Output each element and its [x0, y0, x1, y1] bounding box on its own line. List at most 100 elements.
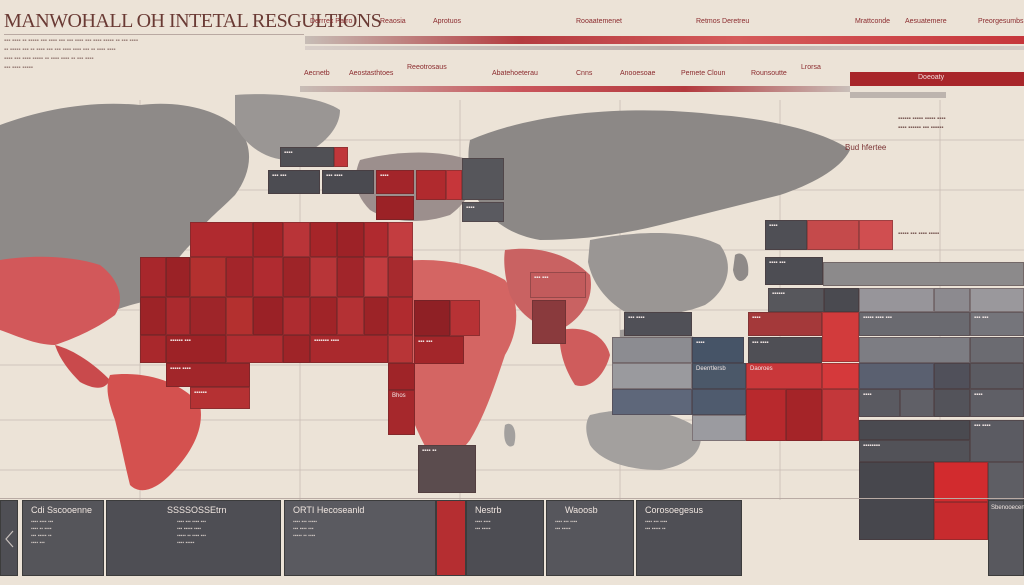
grid-cell: [532, 300, 566, 344]
grid-cell: [140, 335, 166, 363]
grid-cell: ▪▪▪ ▪▪▪: [970, 312, 1024, 336]
grid-cell: [388, 297, 413, 335]
grid-cell: [462, 158, 504, 200]
grid-cell: [970, 337, 1024, 363]
grid-cell: [226, 335, 283, 363]
grid-cell: [190, 257, 226, 297]
grid-cell: [337, 297, 364, 335]
grid-cell: [226, 297, 253, 335]
grid-cell-label: ▪▪▪▪▪▪ ▪▪▪: [170, 338, 191, 344]
grid-cell-label: ▪▪▪▪: [752, 315, 761, 321]
grid-cell-label: ▪▪▪▪: [974, 392, 983, 398]
grid-cell-label: ▪▪▪▪▪ ▪▪▪▪: [170, 366, 191, 372]
intro-text: ▪▪▪ ▪▪▪▪ ▪▪ ▪▪▪▪▪ ▪▪▪ ▪▪▪▪ ▪▪▪ ▪▪▪ ▪▪▪▪ …: [4, 34, 304, 73]
grid-cell: [253, 222, 283, 257]
grid-cell: [934, 502, 988, 540]
bottom-panel-5: Waoosb ▪▪▪▪ ▪▪▪ ▪▪▪▪ ▪▪▪ ▪▪▪▪▪: [546, 500, 634, 576]
grid-cell: [934, 288, 970, 312]
grid-cell-label: ▪▪▪▪▪ ▪▪▪▪ ▪▪▪: [863, 315, 892, 321]
mid-label-8: Rounsoutte: [751, 70, 787, 77]
header-band-right: [850, 72, 1024, 86]
grid-cell: [934, 389, 970, 417]
grid-cell: [364, 297, 388, 335]
header-band-top: [305, 36, 1024, 44]
header-band-right-sub: [850, 92, 946, 98]
grid-cell: [283, 222, 310, 257]
bottom-panel-accent: [436, 500, 466, 576]
panel-text: ▪▪▪▪ ▪▪▪ ▪▪▪▪ ▪▪▪ ▪▪▪▪▪: [555, 519, 578, 532]
grid-cell: [988, 462, 1024, 502]
grid-cell: [283, 335, 310, 363]
panel-title: ORTI Hecoseanld: [293, 505, 365, 515]
grid-cell: ▪▪▪ ▪▪▪: [268, 170, 320, 194]
grid-cell: Deerrtlersb: [692, 363, 746, 389]
grid-cell: [807, 220, 859, 250]
grid-cell: [414, 300, 450, 336]
grid-cell: [253, 297, 283, 335]
grid-cell: [140, 257, 166, 297]
grid-cell: [388, 222, 413, 257]
grid-cell-label: ▪▪▪▪: [769, 223, 778, 229]
grid-cell: ▪▪▪▪: [765, 220, 807, 250]
grid-cell: [934, 363, 970, 389]
grid-cell: [823, 262, 1024, 286]
grid-cell: [166, 257, 190, 297]
right-header: Bud hfertee: [845, 143, 887, 152]
grid-cell: ▪▪▪▪: [280, 147, 334, 167]
grid-cell: ▪▪▪ ▪▪▪▪: [322, 170, 374, 194]
grid-cell: ▪▪▪▪ ▪▪▪: [765, 257, 823, 285]
grid-cell-label: Bhos: [392, 393, 406, 399]
grid-cell-label: ▪▪▪▪▪▪: [772, 291, 785, 297]
grid-cell: ▪▪▪ ▪▪▪: [414, 336, 464, 364]
grid-cell-label: ▪▪▪▪▪▪▪ ▪▪▪▪: [314, 338, 340, 344]
grid-cell: [388, 335, 413, 363]
panel-title: SSSSOSSEtrn: [167, 505, 227, 515]
grid-cell: [388, 257, 413, 297]
grid-cell: [824, 288, 859, 312]
top-label-2: Reaosia: [380, 18, 406, 25]
grid-cell: ▪▪▪▪: [859, 389, 900, 417]
grid-cell: ▪▪▪▪: [970, 389, 1024, 417]
grid-cell: [226, 257, 253, 297]
grid-cell: ▪▪▪▪: [692, 337, 744, 363]
grid-cell-label: ▪▪▪▪: [863, 392, 872, 398]
panel-text: ▪▪▪▪ ▪▪▪ ▪▪▪▪ ▪▪▪ ▪▪▪▪▪ ▪▪: [645, 519, 668, 532]
grid-cell: [822, 363, 859, 389]
grid-cell: Daoroes: [746, 363, 822, 389]
right-note-3: ▪▪▪▪▪ ▪▪▪ ▪▪▪▪ ▪▪▪▪▪: [898, 231, 940, 237]
grid-cell: ▪▪▪▪▪ ▪▪▪▪ ▪▪▪: [859, 312, 970, 336]
grid-cell: ▪▪▪▪▪ ▪▪▪▪: [166, 363, 250, 387]
panel-title: Corosoegesus: [645, 505, 704, 515]
page-title: MANWOHALL OH INTETAL RESGULTIONS: [4, 10, 382, 32]
grid-cell: ▪▪▪ ▪▪▪▪: [624, 312, 692, 336]
grid-cell-label: Deerrtlersb: [696, 366, 726, 372]
grid-cell-label: ▪▪▪ ▪▪▪: [418, 339, 433, 345]
right-note-2: ▪▪▪▪ ▪▪▪▪▪▪ ▪▪▪ ▪▪▪▪▪▪: [898, 125, 944, 131]
grid-cell: [746, 389, 786, 441]
grid-cell: [337, 257, 364, 297]
grid-cell-label: ▪▪▪ ▪▪▪▪: [752, 340, 769, 346]
mid-label-1: Aecnetb: [304, 70, 330, 77]
panel-text: ▪▪▪▪ ▪▪▪▪ ▪▪▪ ▪▪▪▪ ▪▪ ▪▪▪▪ ▪▪▪ ▪▪▪▪▪ ▪▪ ▪▪▪…: [31, 519, 54, 546]
grid-cell-label: ▪▪▪▪: [284, 150, 293, 156]
mid-label-3: Reeotrosaus: [407, 64, 447, 71]
grid-cell-label: ▪▪▪ ▪▪▪: [534, 275, 549, 281]
bottom-panel-7: Sbenooecerte: [988, 500, 1024, 576]
grid-cell: ▪▪▪▪: [748, 312, 822, 336]
grid-cell-label: Daoroes: [750, 366, 773, 372]
grid-cell: [859, 288, 934, 312]
panel-title: Nestrb: [475, 505, 502, 515]
header-band-mid: [300, 86, 850, 92]
grid-cell: ▪▪▪▪ ▪▪: [418, 445, 476, 493]
grid-cell-label: ▪▪▪ ▪▪▪: [974, 315, 989, 321]
mid-label-5: Cnns: [576, 70, 593, 77]
grid-cell: [450, 300, 480, 336]
grid-cell: ▪▪▪▪▪▪: [190, 387, 250, 409]
panel-text: ▪▪▪▪ ▪▪▪ ▪▪▪▪ ▪▪▪ ▪▪▪ ▪▪▪▪▪ ▪▪▪▪ ▪▪▪▪▪ ▪▪ …: [177, 519, 206, 546]
grid-cell-label: ▪▪▪▪: [466, 205, 475, 211]
grid-cell: [334, 147, 348, 167]
mid-label-9: Lrorsa: [801, 64, 821, 71]
grid-cell: [859, 220, 893, 250]
grid-cell: [859, 420, 970, 440]
grid-cell: [364, 257, 388, 297]
